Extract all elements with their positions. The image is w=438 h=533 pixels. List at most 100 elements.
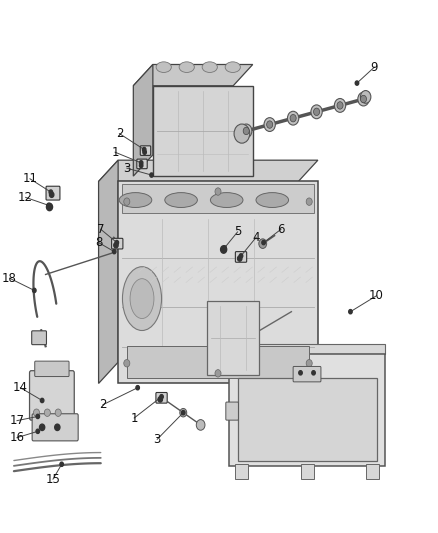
Text: 16: 16	[10, 431, 25, 444]
Circle shape	[124, 360, 130, 367]
Text: 1: 1	[131, 411, 138, 424]
Ellipse shape	[130, 279, 154, 319]
Circle shape	[39, 424, 45, 431]
Circle shape	[243, 127, 249, 135]
FancyBboxPatch shape	[226, 402, 238, 420]
Text: 9: 9	[371, 61, 378, 74]
Text: 5: 5	[234, 225, 241, 238]
Circle shape	[158, 397, 162, 402]
Circle shape	[124, 198, 130, 205]
Circle shape	[234, 124, 250, 143]
Circle shape	[215, 188, 221, 195]
Circle shape	[358, 92, 369, 106]
Circle shape	[196, 419, 205, 430]
Text: 2: 2	[116, 127, 123, 140]
Circle shape	[299, 370, 302, 375]
Circle shape	[142, 148, 146, 152]
Circle shape	[36, 429, 39, 433]
Circle shape	[44, 409, 50, 416]
Ellipse shape	[123, 266, 162, 330]
Circle shape	[311, 105, 322, 119]
Polygon shape	[237, 344, 385, 354]
Text: 7: 7	[97, 223, 105, 236]
Circle shape	[306, 198, 312, 205]
Circle shape	[33, 409, 39, 416]
Ellipse shape	[156, 62, 171, 72]
Circle shape	[49, 190, 53, 194]
FancyBboxPatch shape	[207, 301, 259, 375]
Circle shape	[259, 239, 267, 248]
Ellipse shape	[119, 192, 152, 207]
FancyBboxPatch shape	[237, 378, 377, 461]
Circle shape	[55, 409, 61, 416]
Circle shape	[337, 102, 343, 109]
Text: 3: 3	[123, 161, 131, 175]
Circle shape	[113, 249, 116, 254]
FancyBboxPatch shape	[32, 414, 78, 441]
Circle shape	[160, 394, 163, 399]
Circle shape	[264, 118, 276, 132]
Text: 8: 8	[95, 236, 102, 249]
Circle shape	[240, 124, 252, 138]
FancyBboxPatch shape	[366, 464, 379, 479]
Text: 3: 3	[153, 433, 161, 446]
Circle shape	[355, 81, 359, 85]
Circle shape	[114, 243, 118, 248]
Text: 17: 17	[10, 414, 25, 427]
Circle shape	[267, 121, 273, 128]
Circle shape	[360, 95, 367, 103]
Circle shape	[312, 370, 315, 375]
Circle shape	[223, 246, 226, 250]
FancyBboxPatch shape	[127, 346, 309, 378]
Ellipse shape	[179, 62, 194, 72]
Circle shape	[46, 203, 53, 211]
FancyBboxPatch shape	[300, 464, 314, 479]
Circle shape	[180, 408, 187, 417]
FancyBboxPatch shape	[29, 370, 74, 420]
Polygon shape	[133, 64, 153, 176]
FancyBboxPatch shape	[123, 184, 314, 213]
Ellipse shape	[165, 192, 198, 207]
Circle shape	[115, 240, 119, 245]
Circle shape	[239, 254, 243, 258]
Circle shape	[36, 414, 39, 418]
Circle shape	[136, 385, 139, 390]
Circle shape	[139, 161, 143, 165]
Circle shape	[49, 192, 54, 197]
FancyBboxPatch shape	[153, 86, 253, 176]
FancyBboxPatch shape	[235, 464, 248, 479]
Ellipse shape	[225, 62, 240, 72]
Text: 12: 12	[18, 191, 33, 204]
Text: 14: 14	[13, 381, 28, 394]
Text: 11: 11	[22, 172, 38, 185]
Circle shape	[150, 173, 153, 177]
Circle shape	[262, 240, 265, 245]
FancyBboxPatch shape	[140, 146, 151, 156]
Circle shape	[314, 108, 320, 116]
Ellipse shape	[256, 192, 289, 207]
Text: 15: 15	[46, 473, 60, 486]
FancyBboxPatch shape	[137, 159, 147, 168]
FancyBboxPatch shape	[293, 367, 321, 382]
Circle shape	[287, 111, 299, 125]
Ellipse shape	[202, 62, 217, 72]
FancyBboxPatch shape	[156, 392, 167, 403]
Circle shape	[360, 91, 371, 103]
Polygon shape	[99, 160, 118, 383]
FancyBboxPatch shape	[46, 186, 60, 200]
FancyBboxPatch shape	[235, 252, 247, 262]
Text: 18: 18	[2, 272, 17, 285]
FancyBboxPatch shape	[32, 331, 46, 345]
Text: 2: 2	[99, 398, 107, 411]
Circle shape	[32, 288, 36, 293]
Circle shape	[349, 310, 352, 314]
Text: 6: 6	[277, 223, 285, 236]
Ellipse shape	[210, 192, 243, 207]
Text: 1: 1	[111, 146, 119, 159]
Circle shape	[60, 462, 64, 466]
Text: 4: 4	[252, 231, 260, 244]
Polygon shape	[133, 64, 253, 86]
Circle shape	[139, 164, 143, 167]
Circle shape	[55, 424, 60, 431]
Circle shape	[306, 360, 312, 367]
